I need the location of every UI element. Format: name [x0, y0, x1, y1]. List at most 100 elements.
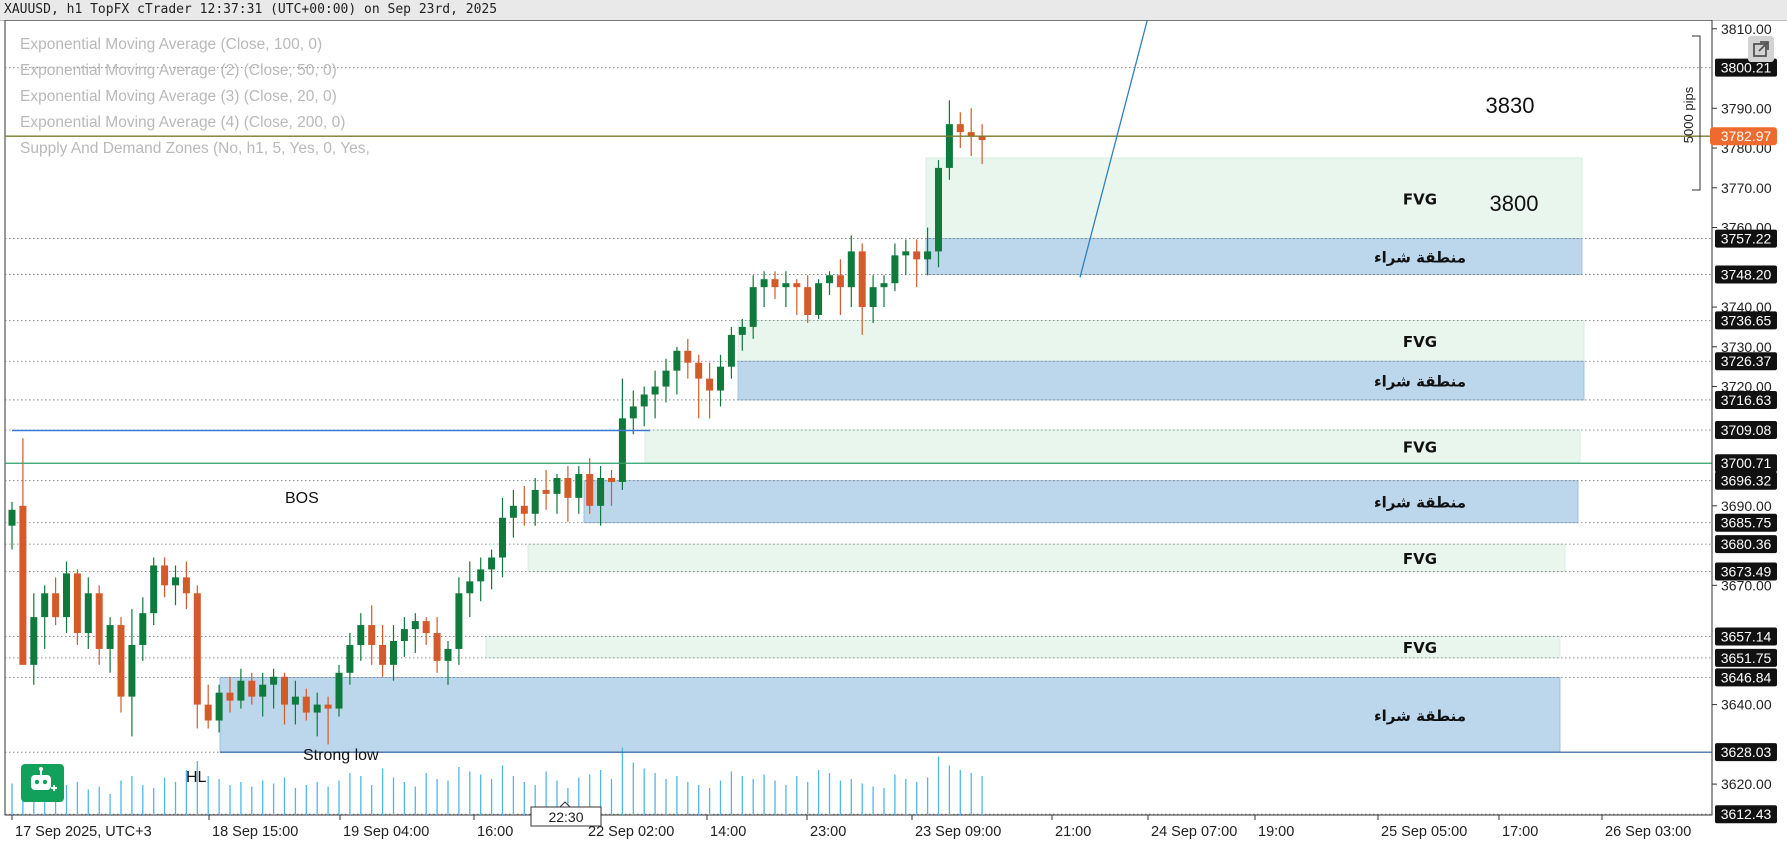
price-axis: 3620.00 3640.00 3670.00 3690.00 3720.00 3730.… — [1710, 20, 1777, 824]
current-price-label: 3782.97 — [1721, 128, 1772, 144]
candle-body — [629, 406, 637, 419]
candle-body — [19, 505, 27, 665]
legend-ema-200[interactable]: Exponential Moving Average (4) (Close, 2… — [20, 114, 346, 131]
candle-body — [182, 577, 190, 594]
price-tick-label: 3740.00 — [1721, 299, 1772, 315]
candle-body — [270, 676, 278, 685]
candle-body — [608, 477, 615, 482]
candle-body — [444, 648, 452, 661]
candle-body — [826, 275, 833, 284]
price-line-tag — [1715, 265, 1777, 284]
chart-title-bar: XAUUSD, h1 TopFX cTrader 12:37:31 (UTC+0… — [0, 0, 1787, 21]
candle-body — [738, 326, 746, 335]
candle-body — [542, 489, 550, 494]
price-tick-label: 3770.00 — [1721, 180, 1772, 196]
candle-body — [106, 625, 114, 649]
candle-body — [95, 593, 103, 649]
candle-body — [400, 629, 408, 641]
time-tick-label: 18 Sep 15:00 — [212, 824, 298, 840]
candle-body — [935, 167, 942, 252]
price-chart[interactable]: FVG منطقة شراء FVG منطقة شراء FVG منطقة شراء F… — [0, 20, 1787, 845]
candle-body — [433, 633, 441, 661]
price-line-tag-label: 3716.63 — [1721, 392, 1772, 408]
zones-layer: FVG منطقة شراء FVG منطقة شراء FVG منطقة شراء F… — [219, 157, 1585, 753]
candle-body — [771, 279, 779, 288]
price-line-tag — [1715, 311, 1777, 330]
candle-body — [836, 275, 844, 288]
price-line-tag-label: 3657.14 — [1721, 628, 1772, 644]
time-tick-label: 19:00 — [1258, 824, 1294, 840]
legend-ema-100[interactable]: Exponential Moving Average (Close, 100, … — [20, 36, 323, 53]
candle-body — [880, 283, 888, 288]
time-tick-label: 14:00 — [710, 824, 746, 840]
price-line-tag-label: 3612.43 — [1721, 806, 1772, 822]
legend-supply-demand[interactable]: Supply And Demand Zones (No, h1, 5, Yes,… — [20, 140, 370, 157]
price-line-tag — [1715, 390, 1777, 409]
fvg-zone-label: FVG — [1403, 550, 1437, 568]
pips-ruler — [1692, 35, 1701, 191]
candle-body — [956, 124, 964, 133]
legend-ema-50[interactable]: Exponential Moving Average (2) (Close, 5… — [20, 62, 337, 79]
price-tick-label: 3730.00 — [1721, 339, 1772, 355]
time-tick-label: 16:00 — [477, 824, 513, 840]
price-line-tag — [1715, 668, 1777, 687]
candle-body — [651, 386, 659, 395]
candle-body — [63, 573, 70, 618]
candle-body — [564, 477, 572, 498]
candle-body — [411, 621, 419, 630]
hl-label: HL — [186, 769, 207, 786]
candle-body — [695, 362, 703, 379]
candle-body — [804, 287, 812, 315]
price-tick-label: 3810.00 — [1721, 21, 1772, 37]
candle-body — [390, 640, 397, 665]
demand-zone — [583, 480, 1579, 524]
volume-layer — [11, 747, 983, 815]
price-tick-label: 3790.00 — [1721, 100, 1772, 116]
candle-body — [291, 696, 299, 705]
candle-body — [520, 505, 528, 514]
popout-button[interactable] — [1748, 36, 1774, 62]
candle-body — [52, 593, 60, 618]
candle-body — [302, 696, 310, 713]
price-line-tag-label: 3709.08 — [1721, 422, 1772, 438]
target-label-3800: 3800 — [1490, 191, 1539, 216]
price-line-tag-label: 3673.49 — [1721, 563, 1772, 579]
candle-body — [902, 251, 910, 256]
demand-zone — [925, 238, 1583, 275]
candle-body — [618, 418, 626, 482]
legend-ema-20[interactable]: Exponential Moving Average (3) (Close, 2… — [20, 88, 337, 105]
candle-body — [84, 593, 92, 634]
candle-body — [259, 684, 267, 697]
price-line-tag — [1715, 352, 1777, 371]
candle-body — [662, 370, 670, 387]
robot-icon — [31, 767, 57, 791]
fvg-zone — [737, 319, 1585, 362]
candle-body — [913, 251, 921, 260]
candle-body — [128, 644, 136, 697]
price-line-tag — [1715, 58, 1777, 77]
candle-body — [488, 557, 496, 570]
price-line-tag-label: 3628.03 — [1721, 744, 1772, 760]
price-line-tag-label: 3651.75 — [1721, 650, 1772, 666]
price-line-tag — [1715, 535, 1777, 554]
candle-body — [673, 350, 681, 371]
candle-body — [172, 577, 179, 586]
price-line-tag-label: 3646.84 — [1721, 669, 1772, 685]
price-line-tag-label: 3757.22 — [1721, 231, 1772, 247]
chart-title: XAUUSD, h1 TopFX cTrader 12:37:31 (UTC+0… — [4, 2, 498, 17]
strong-low-label: Strong low — [303, 747, 379, 764]
price-tick-label: 3640.00 — [1721, 697, 1772, 713]
popout-icon — [1753, 41, 1769, 57]
candle-body — [684, 350, 692, 363]
candle-body — [477, 569, 485, 582]
candle-body — [161, 565, 169, 586]
price-line-tag — [1715, 743, 1777, 762]
projection-line — [1079, 20, 1148, 278]
time-tick-label: 23:00 — [810, 824, 846, 840]
price-line-tag-label: 3748.20 — [1721, 266, 1772, 282]
price-line-tag — [1715, 627, 1777, 646]
time-tick-label: 25 Sep 05:00 — [1381, 824, 1467, 840]
price-tick-label: 3670.00 — [1721, 577, 1772, 593]
trading-bot-button[interactable] — [21, 764, 64, 802]
demand-zone-label: منطقة شراء — [1374, 373, 1466, 391]
